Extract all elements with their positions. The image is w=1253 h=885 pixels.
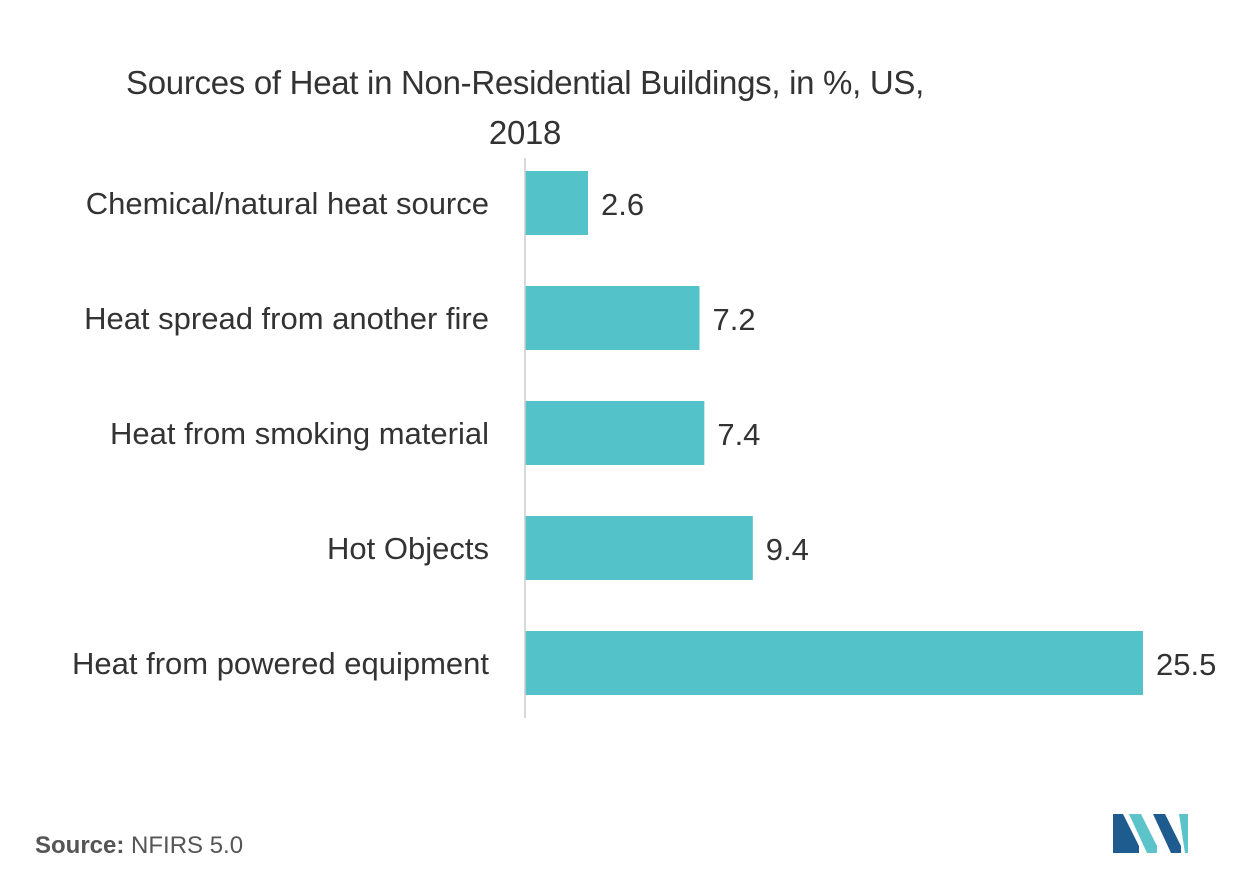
mordor-logo-icon	[1113, 814, 1188, 853]
source-text: NFIRS 5.0	[131, 832, 244, 859]
logo-shape-right	[1153, 814, 1181, 853]
category-label-4: Hot Objects	[327, 531, 489, 566]
logo-shape-left	[1113, 814, 1139, 853]
bar-4	[525, 516, 753, 580]
logo-shape-mid	[1129, 814, 1157, 853]
category-label-2: Heat spread from another fire	[84, 301, 489, 336]
value-label-2: 7.2	[712, 302, 755, 337]
value-label-4: 9.4	[766, 532, 809, 567]
bar-5	[525, 631, 1143, 695]
bars-group: Chemical/natural heat source 2.6 Heat spre…	[72, 171, 1216, 695]
chart-title: Sources of Heat in Non-Residential Build…	[30, 58, 1020, 158]
category-label-3: Heat from smoking material	[110, 416, 489, 451]
source-label: Source:	[35, 832, 125, 859]
bar-1	[525, 171, 589, 235]
value-label-1: 2.6	[601, 187, 644, 222]
value-label-3: 7.4	[717, 417, 760, 452]
category-label-5: Heat from powered equipment	[72, 646, 489, 681]
logo-shape-edge	[1179, 814, 1188, 853]
source-note: Source: NFIRS 5.0	[35, 832, 243, 860]
chart-title-line-2: 2018	[488, 114, 562, 151]
value-label-5: 25.5	[1156, 647, 1216, 682]
bar-2	[525, 286, 700, 350]
category-label-1: Chemical/natural heat source	[86, 186, 489, 221]
chart-title-line-1: Sources of Heat in Non-Residential Build…	[126, 64, 924, 101]
bar-3	[525, 401, 705, 465]
